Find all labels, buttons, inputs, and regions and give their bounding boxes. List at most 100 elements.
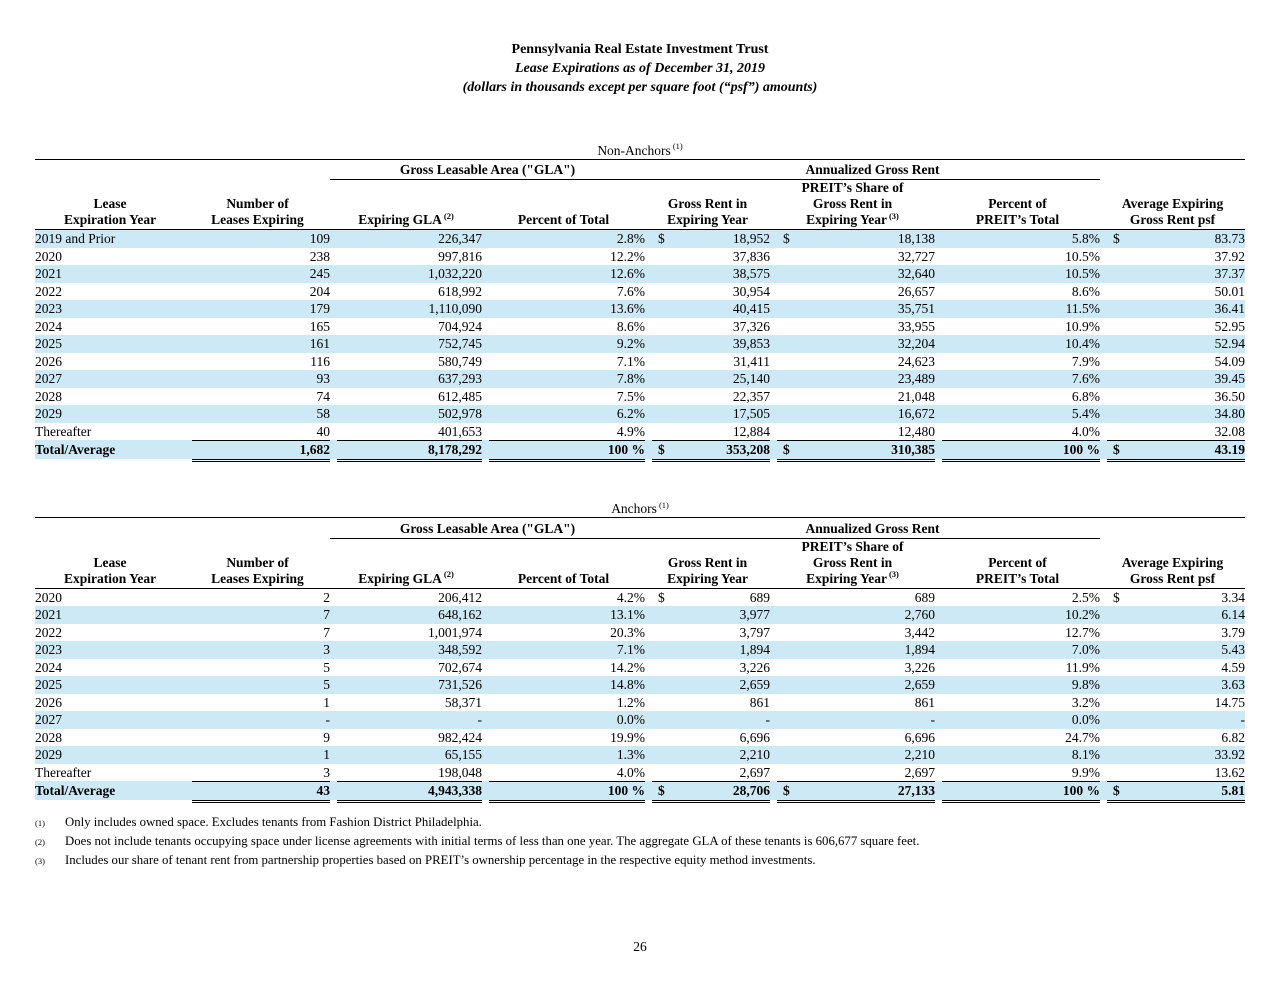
cell-percent-of-total: 7.6% bbox=[616, 283, 645, 299]
table-row: 2025 161 752,745 9.2% 39,853 32,204 10.4% 52.94 bbox=[35, 335, 1246, 353]
table-row: 2022 7 1,001,974 20.3% 3,797 3,442 12.7% 3.79 bbox=[35, 624, 1245, 642]
cell-preit-share-gross-rent: 35,751 bbox=[770, 300, 935, 318]
double-rule-cell bbox=[770, 799, 935, 809]
dollar-sign: $ bbox=[1113, 783, 1120, 798]
dollar-sign: $ bbox=[1113, 589, 1120, 605]
cell-gross-rent-expiring-year: $353,208 bbox=[645, 440, 770, 459]
cell-gross-rent-expiring-year: 37,326 bbox=[732, 318, 770, 334]
cell-expiring-gla: 637,293 bbox=[330, 370, 482, 388]
cell-lease-expiration-year: 2027 bbox=[35, 370, 185, 388]
cell-percent-of-preit-total: 11.5% bbox=[935, 300, 1100, 318]
cell-lease-expiration-year: Thereafter bbox=[35, 423, 92, 439]
cell-percent-of-total: 13.6% bbox=[482, 300, 645, 318]
table-row: 2029 1 65,155 1.3% 2,210 2,210 8.1% 33.92 bbox=[35, 746, 1246, 764]
anchors-table-body: 2020 2 206,412 4.2% $689 689 2.5% $3.34 2021 7 648… bbox=[35, 589, 1246, 809]
spacer bbox=[0, 97, 1280, 139]
table-title: Non-Anchors (1) bbox=[35, 139, 1246, 160]
footnote-text: Only includes owned space. Excludes tena… bbox=[65, 814, 482, 829]
cell-lease-expiration-year: 2019 and Prior bbox=[35, 230, 185, 248]
cell-lease-expiration-year: 2027 bbox=[35, 711, 185, 729]
table-row: 2028 74 612,485 7.5% 22,357 21,048 6.8% 36.50 bbox=[35, 388, 1245, 406]
footnote-ref-1: (1) bbox=[658, 499, 669, 510]
cell-average-expiring-gross-rent-psf: 5.43 bbox=[1100, 641, 1246, 659]
double-rule-cell bbox=[935, 458, 1100, 468]
cell-gross-rent-expiring-year: 2,659 bbox=[645, 676, 770, 694]
cell-average-expiring-gross-rent-psf: 50.01 bbox=[1214, 283, 1246, 299]
double-rule-cell bbox=[35, 458, 185, 468]
cell-average-expiring-gross-rent-psf: 36.41 bbox=[1100, 300, 1246, 318]
cell-average-expiring-gross-rent-psf: 14.75 bbox=[1214, 694, 1246, 710]
cell-preit-share-gross-rent: 23,489 bbox=[770, 370, 935, 388]
double-rule-cell bbox=[1100, 799, 1246, 809]
cell-gross-rent-expiring-year: 40,415 bbox=[645, 300, 770, 318]
cell-number-of-leases-expiring: 179 bbox=[185, 300, 330, 318]
cell-preit-share-gross-rent: 2,760 bbox=[770, 606, 935, 624]
footnote-marker: (2) bbox=[35, 836, 45, 847]
dollar-sign: $ bbox=[783, 442, 790, 457]
table-row: 2027 93 637,293 7.8% 25,140 23,489 7.6% 39.45 bbox=[35, 370, 1246, 388]
cell-gross-rent-expiring-year: $689 bbox=[658, 589, 770, 605]
cell-percent-of-total: 7.8% bbox=[482, 370, 645, 388]
footnote-ref-1: (1) bbox=[672, 141, 683, 151]
col-header-preit-share-gross-rent: PREIT’s Share of Gross Rent in Expiring Ye… bbox=[770, 539, 935, 589]
cell-gross-rent-expiring-year: 2,210 bbox=[645, 746, 770, 764]
cell-expiring-gla: 348,592 bbox=[330, 641, 482, 659]
cell-number-of-leases-expiring: 245 bbox=[185, 265, 330, 283]
document-units-note: (dollars in thousands except per square … bbox=[462, 80, 818, 95]
table-row: 2020 2 206,412 4.2% $689 689 2.5% $3.34 bbox=[35, 589, 1245, 607]
cell-expiring-gla: 1,032,220 bbox=[330, 265, 482, 283]
table-row: 2021 7 648,162 13.1% 3,977 2,760 10.2% 6.14 bbox=[35, 606, 1246, 624]
col-header-average-expiring-gross-rent-psf: Average Expiring Gross Rent psf bbox=[1100, 180, 1246, 230]
cell-gross-rent-expiring-year: 12,884 bbox=[732, 423, 770, 439]
cell-average-expiring-gross-rent-psf: $43.19 bbox=[1100, 440, 1246, 459]
group-header-annualized-gross-rent: Annualized Gross Rent bbox=[645, 159, 1100, 180]
cell-preit-share-gross-rent: 26,657 bbox=[897, 283, 935, 299]
cell-percent-of-preit-total: 10.5% bbox=[1065, 248, 1100, 264]
cell-gross-rent-expiring-year: 22,357 bbox=[732, 388, 770, 404]
cell-expiring-gla: 58,371 bbox=[444, 694, 482, 710]
cell-number-of-leases-expiring: 1 bbox=[185, 746, 330, 764]
cell-lease-expiration-year: 2026 bbox=[35, 694, 62, 710]
cell-percent-of-total: 4.9% bbox=[616, 423, 645, 439]
cell-average-expiring-gross-rent-psf: $83.73 bbox=[1100, 230, 1246, 248]
cell-number-of-leases-expiring: 43 bbox=[185, 781, 330, 800]
col-header-percent-of-preit-total: Percent of PREIT’s Total bbox=[935, 180, 1100, 230]
cell-number-of-leases-expiring: 5 bbox=[323, 659, 330, 675]
table-title-row: Anchors (1) bbox=[35, 497, 1246, 518]
cell-percent-of-total: 8.6% bbox=[616, 318, 645, 334]
cell-percent-of-total: 100 % bbox=[482, 440, 645, 459]
group-header-spacer bbox=[35, 518, 330, 539]
cell-expiring-gla: 702,674 bbox=[438, 659, 482, 675]
cell-lease-expiration-year: 2024 bbox=[35, 659, 62, 675]
cell-preit-share-gross-rent: $310,385 bbox=[770, 440, 935, 459]
anchors-table: Anchors (1) Gross Leasable Area ("GLA") A… bbox=[35, 497, 1246, 809]
cell-percent-of-preit-total: 100 % bbox=[935, 781, 1100, 800]
cell-number-of-leases-expiring: 5 bbox=[185, 676, 330, 694]
cell-preit-share-gross-rent: 33,955 bbox=[897, 318, 935, 334]
cell-percent-of-total: 12.6% bbox=[482, 265, 645, 283]
cell-percent-of-preit-total: 7.0% bbox=[935, 641, 1100, 659]
cell-lease-expiration-year: Thereafter bbox=[35, 764, 92, 780]
col-header-number-of-leases-expiring: Number of Leases Expiring bbox=[185, 180, 330, 230]
cell-expiring-gla: 206,412 bbox=[438, 589, 482, 605]
spacer bbox=[0, 468, 1280, 498]
cell-average-expiring-gross-rent-psf: 6.82 bbox=[1221, 729, 1246, 745]
page-number: 26 bbox=[633, 939, 647, 954]
double-rule-cell bbox=[185, 458, 330, 468]
cell-percent-of-preit-total: 12.7% bbox=[1065, 624, 1100, 640]
footnote-ref-3: (3) bbox=[888, 210, 899, 221]
col-header-average-expiring-gross-rent-psf: Average Expiring Gross Rent psf bbox=[1100, 539, 1246, 589]
footnote-marker: (1) bbox=[35, 817, 45, 828]
cell-lease-expiration-year: 2023 bbox=[35, 300, 185, 318]
cell-preit-share-gross-rent: 32,204 bbox=[770, 335, 935, 353]
cell-expiring-gla: 648,162 bbox=[330, 606, 482, 624]
cell-expiring-gla: 198,048 bbox=[438, 764, 482, 780]
cell-gross-rent-expiring-year: $28,706 bbox=[645, 781, 770, 800]
cell-average-expiring-gross-rent-psf: $3.34 bbox=[1113, 589, 1246, 605]
footnote-text: Does not include tenants occupying space… bbox=[65, 833, 920, 848]
footnotes: (1) Only includes owned space. Excludes … bbox=[35, 813, 1245, 870]
cell-percent-of-preit-total: 9.9% bbox=[1071, 764, 1100, 780]
cell-lease-expiration-year: 2022 bbox=[35, 283, 62, 299]
cell-preit-share-gross-rent: 3,226 bbox=[904, 659, 935, 675]
cell-gross-rent-expiring-year: 31,411 bbox=[733, 353, 770, 369]
